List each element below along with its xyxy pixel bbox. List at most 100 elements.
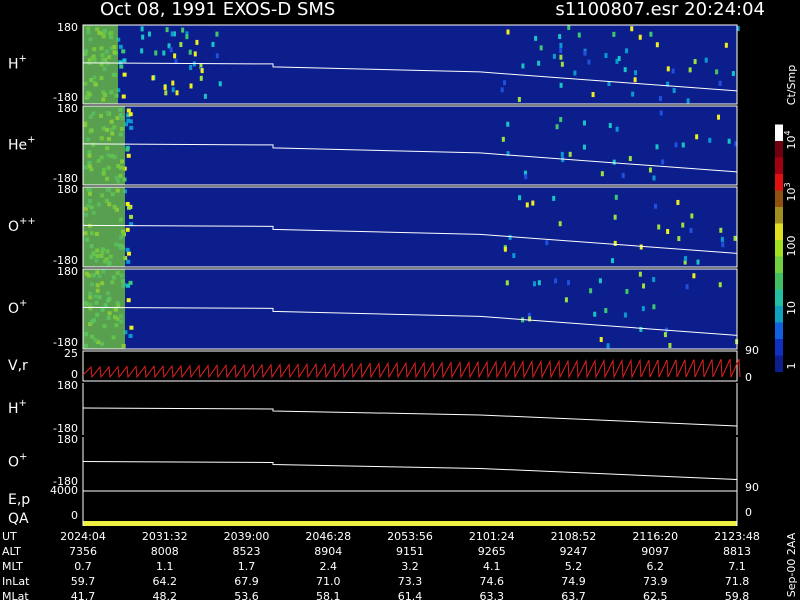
spectrogram-cell xyxy=(559,82,563,88)
y-tick-label: 0 xyxy=(71,368,78,381)
spectrogram-cell xyxy=(560,61,564,67)
spectrogram-cell xyxy=(693,59,697,65)
spectrogram-cell xyxy=(631,91,635,97)
spectrogram-bg xyxy=(83,106,737,185)
panel-name: O xyxy=(8,455,19,471)
trace xyxy=(82,460,738,480)
spectrogram-cell xyxy=(128,119,133,124)
spectrogram-cell xyxy=(559,48,563,54)
cell: 9247 xyxy=(560,545,588,558)
spectrogram-cell xyxy=(628,156,632,162)
spectrogram-cell xyxy=(128,280,133,285)
cell: 8813 xyxy=(723,545,751,558)
y2-tick-label: 90 xyxy=(745,344,759,357)
spectrogram-cell xyxy=(505,280,509,286)
panel-label: E,p xyxy=(8,492,30,508)
spectrogram-cell xyxy=(661,159,665,165)
spectrogram-cell xyxy=(607,81,611,87)
y-tick-label: -180 xyxy=(53,91,78,104)
cell: 59.8 xyxy=(725,590,750,600)
spectrogram-cell xyxy=(608,123,612,129)
spectrogram-cell xyxy=(718,80,722,86)
spectrogram-cell xyxy=(638,34,642,40)
spectrogram-cell xyxy=(677,236,681,242)
spectrogram-cell xyxy=(181,27,185,33)
spectrogram-cell xyxy=(140,26,144,32)
panel-name: QA xyxy=(8,511,29,527)
cell: 2024:04 xyxy=(60,530,106,543)
spectrogram-cell xyxy=(639,326,643,332)
spectrogram-cell xyxy=(125,227,130,232)
panel-frame xyxy=(82,24,738,105)
panel-charge: + xyxy=(27,135,35,146)
label-base: 10 xyxy=(785,188,798,202)
footer: Sep-00 2AA xyxy=(785,532,798,597)
spectrogram-cell xyxy=(577,32,581,38)
cell: 6.2 xyxy=(647,560,665,573)
spectrogram-cell xyxy=(118,44,123,49)
cell: 0.7 xyxy=(74,560,92,573)
panel-frame xyxy=(82,186,738,268)
spectrogram-cell xyxy=(642,283,646,289)
spectrogram-cell xyxy=(199,75,203,81)
colorbar-title: Ct/Smp xyxy=(785,65,798,105)
spectrogram-bg xyxy=(83,25,737,104)
spectrogram-cell xyxy=(125,147,130,152)
cell: 9265 xyxy=(478,545,506,558)
cell: 63.7 xyxy=(561,590,586,600)
spectrogram-cell xyxy=(126,251,131,256)
spectrogram-cell xyxy=(559,54,563,60)
spectrogram-cell xyxy=(537,280,541,286)
spectrogram-cell xyxy=(672,87,676,93)
spectrogram-cell xyxy=(555,124,559,130)
spectrogram-cell xyxy=(685,284,689,290)
spectrogram-cell xyxy=(674,142,678,148)
spectrogram-cell xyxy=(128,112,133,117)
cell: 5.2 xyxy=(565,560,583,573)
spectrogram-cell xyxy=(147,31,151,37)
spectrogram-cell xyxy=(170,31,174,37)
spectrogram-cell xyxy=(126,259,131,264)
spectrogram-cell xyxy=(500,87,504,93)
y-tick-label: 25 xyxy=(64,347,78,360)
cell: 64.2 xyxy=(153,575,178,588)
panel-charge: + xyxy=(19,54,27,65)
colorbar-segment xyxy=(775,190,783,207)
spectrogram-cell xyxy=(552,53,556,59)
spectrogram-cell xyxy=(559,42,563,48)
spectrogram-cell xyxy=(129,222,134,227)
label-exp: 4 xyxy=(783,130,792,135)
row-label: ALT xyxy=(2,545,21,558)
y-tick-label: 180 xyxy=(57,183,78,196)
cell: 2031:32 xyxy=(142,530,188,543)
spectrogram-cell xyxy=(652,175,656,181)
spectrogram-cell xyxy=(666,81,670,87)
spectrogram-cell xyxy=(215,31,219,37)
spectrogram-cell xyxy=(658,96,662,102)
spectrogram-cell xyxy=(189,64,193,70)
panel-name: V,r xyxy=(8,358,28,374)
spectrogram-cell xyxy=(126,298,131,303)
spectrogram-cell xyxy=(684,255,688,261)
spectrogram-cell xyxy=(163,84,167,90)
spectrogram-cell xyxy=(203,93,207,99)
spectrogram-cell xyxy=(559,117,563,123)
spectrogram-cell xyxy=(503,80,507,86)
panel-name: H xyxy=(8,57,19,73)
spectrogram-cell xyxy=(568,151,572,157)
y-tick-label: 180 xyxy=(57,21,78,34)
spectrogram-cell xyxy=(175,90,179,96)
panel-label: O+ xyxy=(8,298,27,317)
spectrogram-cell xyxy=(613,214,617,220)
spectrogram-cell xyxy=(582,144,586,150)
spectrogram-cell xyxy=(639,244,643,250)
spectrogram-cell xyxy=(621,172,625,178)
spectrogram-cell xyxy=(193,51,197,57)
spectrogram-cell xyxy=(654,203,658,209)
spectrogram-cell xyxy=(501,136,505,142)
spectrogram-cell xyxy=(517,96,521,102)
spectrogram-cell xyxy=(681,222,685,228)
panel-charge: + xyxy=(19,298,27,309)
spectrogram-cell xyxy=(663,332,667,338)
cell: 2053:56 xyxy=(387,530,433,543)
